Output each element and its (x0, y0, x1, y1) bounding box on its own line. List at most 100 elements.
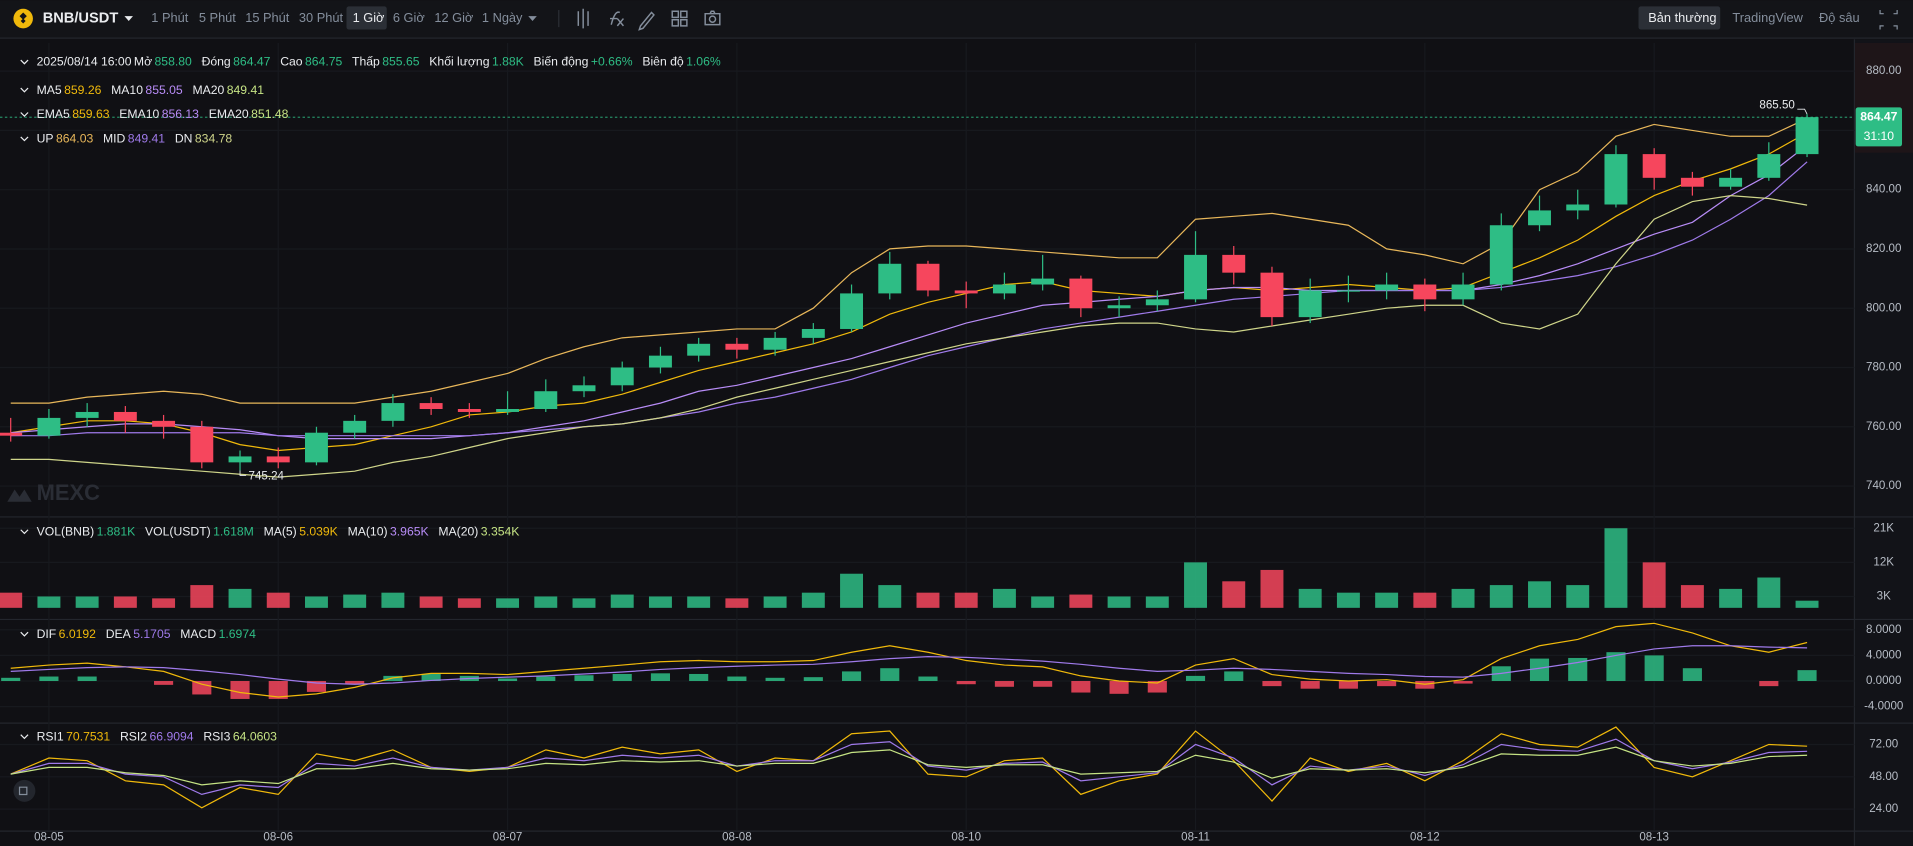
volume-bar (534, 596, 558, 608)
interval-option[interactable]: 6 Giờ (393, 10, 425, 25)
y-tick-label: 8.0000 (1866, 624, 1901, 636)
volume-bar (75, 596, 99, 608)
macd-bar (1759, 681, 1779, 687)
x-tick-label: 08-06 (263, 831, 293, 843)
view-option[interactable]: Bản thường (1648, 10, 1716, 25)
volume-bar (610, 594, 634, 608)
volume-bar (572, 598, 596, 608)
legend-name: RSI1 (37, 729, 64, 743)
interval-dropdown[interactable] (528, 16, 537, 22)
candle-body (1642, 154, 1666, 178)
macd-bar (1338, 681, 1358, 689)
candle-body (1680, 177, 1704, 187)
last-price-tag (1855, 107, 1903, 147)
collapse-chevron[interactable] (20, 631, 29, 637)
candle-body (1795, 117, 1819, 155)
legend-value: 851.48 (251, 107, 288, 121)
volume-bar (152, 598, 176, 608)
interval-option[interactable]: 5 Phút (199, 10, 236, 25)
macd-bar (689, 673, 709, 682)
collapse-chevron[interactable] (20, 59, 29, 65)
legend-name: Biến động (534, 55, 589, 69)
legend-value: 64.0603 (233, 729, 277, 743)
layout-icon[interactable] (671, 10, 688, 27)
interval-option[interactable]: 1 Phút (151, 10, 188, 25)
legend-value: 855.65 (382, 55, 419, 69)
y-tick-label: 780.00 (1866, 362, 1901, 374)
macd-bar (77, 676, 97, 682)
volume-bar (304, 596, 328, 608)
candle-body (1604, 154, 1628, 205)
candle-body (1719, 177, 1743, 187)
y-tick-label: 24.00 (1869, 803, 1898, 815)
legend-value: 1.618M (213, 524, 254, 538)
y-tick-label: 4.0000 (1866, 649, 1901, 661)
symbol[interactable]: BNB/USDT (43, 10, 119, 26)
y-tick-label: 840.00 (1866, 184, 1901, 196)
legend-name: RSI3 (203, 729, 230, 743)
candle-body (1528, 210, 1551, 226)
volume-bar (113, 596, 137, 608)
interval-option[interactable]: 1 Giờ (353, 10, 385, 25)
macd-bar (1300, 681, 1320, 689)
macd-bar (1644, 655, 1664, 682)
x-tick-label: 08-13 (1639, 831, 1669, 843)
low-marker (239, 470, 247, 476)
symbol-dropdown[interactable] (124, 16, 133, 22)
volume-bar (0, 592, 23, 608)
tool-icons (577, 8, 721, 31)
macd-bar (727, 676, 747, 682)
macd-bar (536, 676, 556, 682)
fullscreen-icon[interactable] (1879, 10, 1898, 30)
volume-bar (1145, 596, 1169, 608)
draw-icon[interactable] (638, 11, 655, 31)
candle-body (1069, 278, 1093, 309)
snapshot-icon[interactable] (704, 10, 721, 26)
watermark-logo (7, 489, 32, 502)
interval-option[interactable]: 12 Giờ (434, 10, 474, 25)
legend-value: +0.66% (591, 55, 633, 69)
legend-value: 855.05 (145, 83, 182, 97)
volume-bar (343, 594, 367, 608)
candle-type-icon[interactable] (577, 8, 589, 29)
macd-bar (1606, 652, 1626, 682)
candle-body (113, 411, 137, 421)
collapse-chevron[interactable] (20, 112, 29, 118)
legend-value: 1.881K (97, 524, 136, 538)
legend-name: MACD (180, 627, 216, 641)
legend-value: 6.0192 (59, 627, 96, 641)
y-tick-label: 48.00 (1869, 771, 1898, 783)
collapse-chevron[interactable] (20, 136, 29, 142)
volume-bar (954, 592, 978, 608)
legend-value: 864.75 (305, 55, 342, 69)
collapse-chevron[interactable] (20, 529, 29, 535)
macd-bar (154, 681, 174, 685)
x-tick-label: 08-12 (1410, 831, 1440, 843)
macd-bar (841, 671, 862, 682)
legend-name: DEA (106, 627, 132, 641)
interval-option[interactable]: 30 Phút (299, 10, 344, 25)
view-option[interactable]: Độ sâu (1819, 10, 1860, 25)
y-tick-label: 740.00 (1866, 480, 1901, 492)
candle-body (648, 355, 672, 368)
volume-bar (496, 598, 520, 608)
volume-bar (1031, 596, 1055, 608)
indicator-icon[interactable] (610, 11, 624, 27)
collapse-chevron[interactable] (20, 734, 29, 740)
indicator-line (10, 194, 1808, 478)
view-option[interactable]: TradingView (1732, 10, 1803, 25)
interval-option[interactable]: 1 Ngày (482, 10, 523, 25)
candle-body (381, 403, 405, 421)
volume-bar (266, 592, 290, 608)
collapse-chevron[interactable] (20, 87, 29, 93)
volume-bar (1107, 596, 1131, 608)
interval-option[interactable]: 15 Phút (245, 10, 290, 25)
macd-line (10, 622, 1808, 698)
volume-bar (725, 598, 749, 608)
candle-body (1260, 272, 1284, 318)
settings-button[interactable] (13, 779, 36, 802)
volume-bar (1566, 585, 1590, 608)
candle-body (343, 420, 367, 433)
candle-body (572, 385, 596, 392)
rsi-line (10, 738, 1808, 796)
